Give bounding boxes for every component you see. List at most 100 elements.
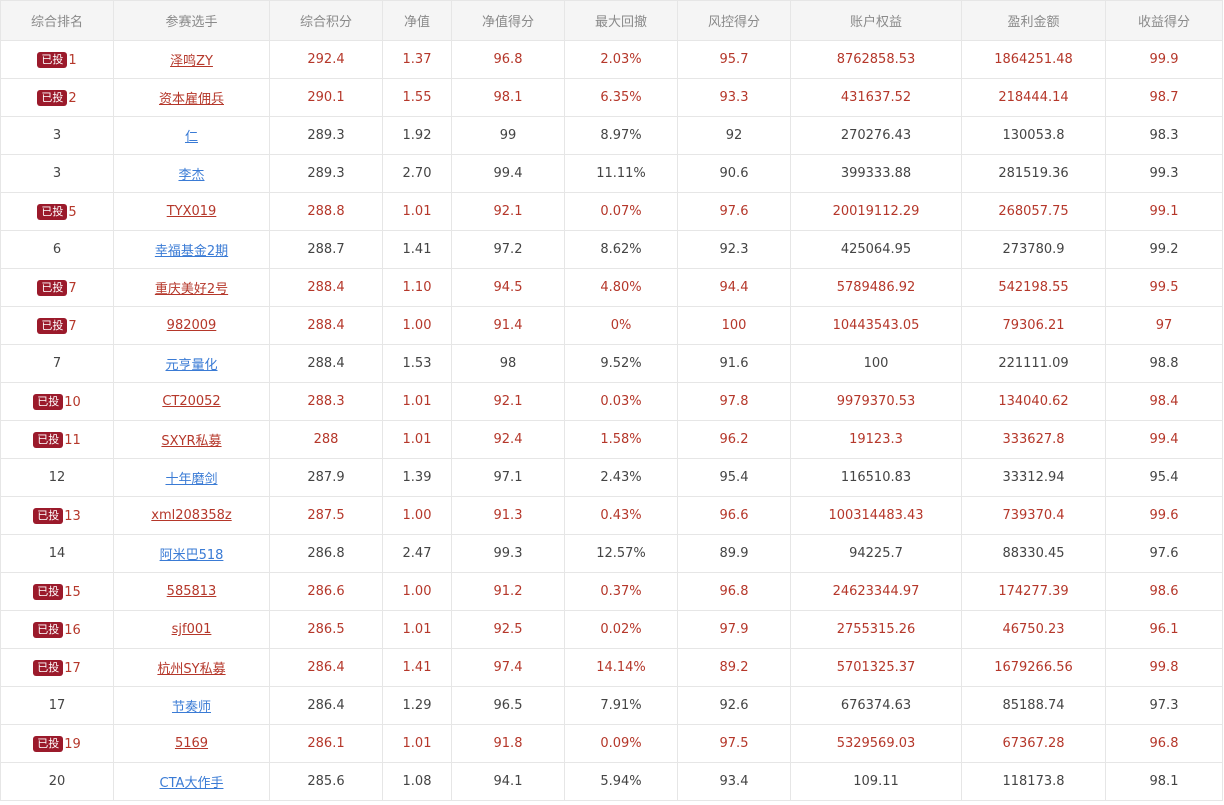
player-link[interactable]: 元亨量化	[165, 358, 218, 373]
risk-score-cell: 97.9	[677, 610, 791, 649]
rank-cell: 14	[0, 534, 114, 573]
player-cell: xml208358z	[113, 496, 270, 535]
drawdown-cell: 0.09%	[564, 724, 678, 763]
profit-cell: 333627.8	[961, 420, 1106, 459]
player-link[interactable]: 重庆美好2号	[154, 282, 229, 297]
profit-cell: 130053.8	[961, 116, 1106, 155]
score-cell: 286.6	[269, 572, 383, 611]
profit-cell: 79306.21	[961, 306, 1106, 345]
profit-cell: 218444.14	[961, 78, 1106, 117]
return-score-cell: 98.4	[1105, 382, 1223, 421]
drawdown-cell: 11.11%	[564, 154, 678, 193]
return-score-cell: 95.4	[1105, 458, 1223, 497]
risk-score-cell: 93.4	[677, 762, 791, 801]
return-score-cell: 99.9	[1105, 40, 1223, 79]
table-row: 已投 13 xml208358z 287.5 1.00 91.3 0.43% 96.6 1003…	[0, 496, 1223, 535]
table-row: 已投 2 资本雇佣兵 290.1 1.55 98.1 6.35% 93.3 431637.52 2…	[0, 78, 1223, 117]
risk-score-cell: 100	[677, 306, 791, 345]
drawdown-cell: 0%	[564, 306, 678, 345]
drawdown-cell: 7.91%	[564, 686, 678, 725]
player-link[interactable]: TYX019	[166, 204, 217, 219]
player-link[interactable]: 十年磨剑	[165, 472, 218, 487]
player-link[interactable]: 资本雇佣兵	[158, 92, 224, 107]
nav-score-cell: 91.8	[451, 724, 565, 763]
rank-value: 2	[68, 90, 77, 106]
player-cell: 十年磨剑	[113, 458, 270, 497]
equity-cell: 431637.52	[790, 78, 962, 117]
profit-cell: 134040.62	[961, 382, 1106, 421]
profit-cell: 33312.94	[961, 458, 1106, 497]
nav-cell: 2.70	[382, 154, 452, 193]
invested-badge: 已投	[33, 621, 64, 638]
drawdown-cell: 5.94%	[564, 762, 678, 801]
risk-score-cell: 97.5	[677, 724, 791, 763]
equity-cell: 9979370.53	[790, 382, 962, 421]
player-link[interactable]: 阿米巴518	[159, 548, 224, 563]
player-link[interactable]: CT20052	[162, 394, 221, 409]
equity-cell: 10443543.05	[790, 306, 962, 345]
player-link[interactable]: 982009	[166, 318, 217, 333]
nav-score-cell: 91.2	[451, 572, 565, 611]
player-link[interactable]: 李杰	[178, 168, 205, 183]
risk-score-cell: 89.9	[677, 534, 791, 573]
return-score-cell: 99.6	[1105, 496, 1223, 535]
drawdown-cell: 0.07%	[564, 192, 678, 231]
player-link[interactable]: CTA大作手	[159, 776, 224, 791]
drawdown-cell: 9.52%	[564, 344, 678, 383]
table-row: 已投 1 泽鸣ZY 292.4 1.37 96.8 2.03% 95.7 8762858.53 1…	[0, 40, 1223, 79]
score-cell: 292.4	[269, 40, 383, 79]
table-row: 已投 7 982009 288.4 1.00 91.4 0% 100 10443543.05 79…	[0, 306, 1223, 345]
rank-value: 17	[48, 698, 66, 713]
score-cell: 288.4	[269, 344, 383, 383]
drawdown-cell: 8.62%	[564, 230, 678, 269]
rank-cell: 已投 7	[0, 268, 114, 307]
player-link[interactable]: 节奏师	[171, 700, 211, 715]
rank-cell: 已投 11	[0, 420, 114, 459]
rank-value: 13	[64, 508, 81, 524]
player-link[interactable]: 杭州SY私募	[157, 662, 226, 677]
rank-value: 3	[52, 128, 62, 143]
nav-score-cell: 94.1	[451, 762, 565, 801]
invested-badge: 已投	[33, 507, 64, 524]
table-body: 已投 1 泽鸣ZY 292.4 1.37 96.8 2.03% 95.7 8762858.53 1…	[0, 40, 1223, 801]
player-link[interactable]: 5169	[174, 736, 209, 751]
score-cell: 286.5	[269, 610, 383, 649]
nav-score-cell: 92.5	[451, 610, 565, 649]
nav-score-cell: 97.1	[451, 458, 565, 497]
score-cell: 289.3	[269, 116, 383, 155]
score-cell: 287.9	[269, 458, 383, 497]
player-link[interactable]: xml208358z	[151, 508, 232, 523]
score-cell: 286.1	[269, 724, 383, 763]
table-row: 3 仁 289.3 1.92 99 8.97% 92 270276.43 130053.8 98.…	[0, 116, 1223, 155]
nav-cell: 1.01	[382, 420, 452, 459]
nav-score-cell: 96.8	[451, 40, 565, 79]
table-row: 20 CTA大作手 285.6 1.08 94.1 5.94% 93.4 109.11 1181…	[0, 762, 1223, 801]
rank-cell: 已投 16	[0, 610, 114, 649]
score-cell: 289.3	[269, 154, 383, 193]
drawdown-cell: 0.43%	[564, 496, 678, 535]
risk-score-cell: 92.3	[677, 230, 791, 269]
profit-cell: 542198.55	[961, 268, 1106, 307]
equity-cell: 19123.3	[790, 420, 962, 459]
score-cell: 288	[269, 420, 383, 459]
risk-score-cell: 96.2	[677, 420, 791, 459]
risk-score-cell: 94.4	[677, 268, 791, 307]
player-link[interactable]: SXYR私募	[161, 434, 222, 449]
rank-value: 3	[52, 166, 62, 181]
player-cell: 982009	[113, 306, 270, 345]
nav-cell: 1.55	[382, 78, 452, 117]
rank-value: 15	[64, 584, 81, 600]
player-link[interactable]: 泽鸣ZY	[170, 54, 213, 69]
table-row: 14 阿米巴518 286.8 2.47 99.3 12.57% 89.9 94225.7 88…	[0, 534, 1223, 573]
player-link[interactable]: 仁	[184, 130, 198, 145]
nav-cell: 2.47	[382, 534, 452, 573]
player-link[interactable]: 585813	[166, 584, 217, 599]
player-link[interactable]: 幸福基金2期	[154, 244, 229, 259]
risk-score-cell: 96.6	[677, 496, 791, 535]
return-score-cell: 98.1	[1105, 762, 1223, 801]
player-cell: 资本雇佣兵	[113, 78, 270, 117]
rank-cell: 6	[0, 230, 114, 269]
player-link[interactable]: sjf001	[171, 622, 212, 637]
table-row: 已投 7 重庆美好2号 288.4 1.10 94.5 4.80% 94.4 5789486.9…	[0, 268, 1223, 307]
